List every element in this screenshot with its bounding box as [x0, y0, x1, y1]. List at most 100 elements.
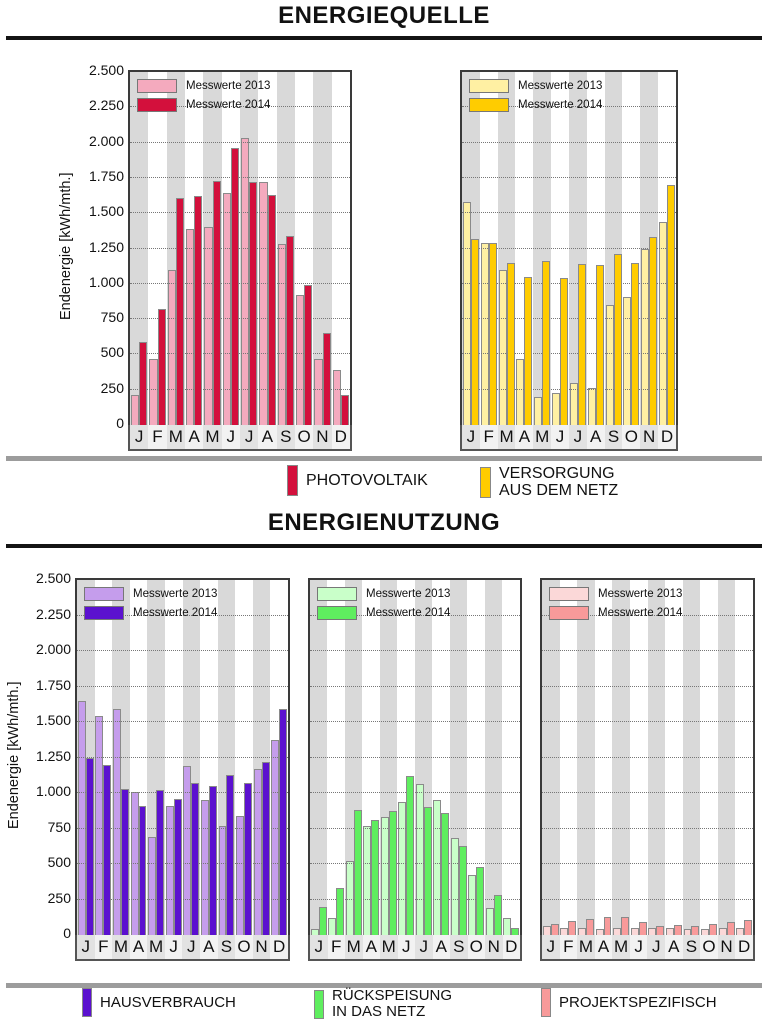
month-label: J: [647, 935, 666, 959]
bar-hausverbrauch-2014-S8: [226, 774, 235, 935]
month-label: A: [129, 935, 148, 959]
bar-versorgung-netz-2014-D11: [667, 184, 676, 425]
bar-versorgung-netz-2014-M2: [506, 262, 515, 425]
series-legend-swatch-2014: [137, 98, 177, 112]
month-label: D: [658, 425, 676, 449]
gridline: [462, 282, 676, 284]
month-label: A: [665, 935, 683, 959]
bar-hausverbrauch-2014-J5: [173, 798, 182, 935]
series-legend-label: Messwerte 2014: [186, 99, 271, 111]
gridline: [542, 685, 753, 687]
bar-versorgung-netz-2013-M4: [534, 396, 543, 425]
bar-hausverbrauch-2013-O9: [236, 815, 245, 935]
y-axis-label-bottom: Endenergie [kWh/mth.]: [6, 681, 22, 830]
month-band: [647, 580, 666, 935]
series-legend-row: Messwerte 2013: [137, 78, 270, 94]
gridline: [310, 650, 520, 651]
versorgung-swatch: [480, 466, 491, 498]
gridline: [462, 318, 676, 320]
series-legend-swatch-2013: [84, 587, 124, 601]
bar-hausverbrauch-2013-J0: [77, 700, 86, 935]
bar-photovoltaik-2013-S8: [277, 244, 286, 425]
bar-photovoltaik-2014-N10: [322, 333, 331, 425]
gridline: [130, 353, 350, 355]
plot-area-photovoltaik: Messwerte 2013 Messwerte 2014: [128, 70, 352, 427]
section-title-energiequelle: ENERGIEQUELLE: [278, 2, 490, 29]
bar-photovoltaik-2014-M4: [212, 180, 221, 425]
gridline: [462, 176, 676, 178]
series-legend-swatch-2013: [549, 587, 589, 601]
month-label: O: [467, 935, 485, 959]
bar-photovoltaik-2013-M2: [167, 269, 176, 425]
bar-projektspezifisch-2013-F1: [560, 927, 569, 935]
month-band: [130, 72, 149, 425]
series-legend-row: Messwerte 2014: [137, 97, 270, 113]
plot-area-rueckspeisung: Messwerte 2013 Messwerte 2014: [308, 578, 522, 937]
series-legend: Messwerte 2013 Messwerte 2014: [84, 586, 217, 624]
gridline: [310, 863, 520, 864]
bar-versorgung-netz-2014-N10: [649, 237, 658, 425]
month-label: J: [310, 935, 328, 959]
bar-hausverbrauch-2014-N10: [261, 761, 270, 935]
month-label: J: [130, 425, 149, 449]
legend-photovoltaik-label: PHOTOVOLTAIK: [306, 472, 428, 489]
month-band: [502, 580, 520, 935]
bar-hausverbrauch-2013-J6: [183, 766, 192, 935]
bar-versorgung-netz-2014-M4: [542, 261, 551, 425]
month-label: J: [221, 425, 240, 449]
month-label: N: [252, 935, 271, 959]
gridline: [77, 792, 288, 793]
bar-rueckspeisung-2014-M2: [353, 810, 362, 935]
month-label: S: [217, 935, 236, 959]
bar-projektspezifisch-2013-M4: [613, 927, 622, 935]
bar-photovoltaik-2014-J6: [249, 182, 258, 425]
gridline: [77, 756, 288, 758]
month-label: J: [164, 935, 183, 959]
month-label: D: [331, 425, 350, 449]
legend-hausverbrauch-label: HAUSVERBRAUCH: [100, 993, 236, 1011]
legend-hausverbrauch: HAUSVERBRAUCH: [82, 988, 236, 1017]
month-label: F: [148, 425, 167, 449]
gridline: [542, 614, 753, 616]
y-tick-label: 0: [63, 925, 71, 941]
bar-versorgung-netz-2013-D11: [659, 221, 668, 425]
bar-photovoltaik-2013-D11: [332, 369, 341, 425]
y-tick-label: 1.750: [35, 676, 71, 693]
month-band: [577, 580, 595, 935]
bar-hausverbrauch-2013-M2: [113, 709, 121, 935]
bar-versorgung-netz-2013-M2: [498, 269, 507, 425]
month-label: A: [515, 425, 534, 449]
y-tick-label: 1.250: [88, 238, 124, 255]
bar-rueckspeisung-2013-S8: [450, 838, 459, 935]
bar-rueckspeisung-2013-J0: [310, 929, 319, 935]
month-label: S: [604, 425, 623, 449]
bar-projektspezifisch-2013-J5: [630, 927, 639, 935]
bar-photovoltaik-2014-O9: [304, 285, 313, 425]
bar-photovoltaik-2013-J6: [240, 138, 250, 425]
series-legend: Messwerte 2013 Messwerte 2014: [549, 586, 682, 624]
y-tick-label: 2.250: [88, 97, 124, 114]
y-tick-label: 2.250: [35, 605, 71, 622]
series-legend: Messwerte 2013 Messwerte 2014: [317, 586, 450, 624]
gridline: [130, 247, 350, 249]
series-legend-swatch-2013: [317, 587, 357, 601]
month-label: M: [380, 935, 398, 959]
gridline: [310, 827, 520, 829]
month-label: M: [577, 935, 595, 959]
bar-hausverbrauch-2014-J0: [85, 757, 94, 935]
month-band: [467, 580, 485, 935]
month-band: [612, 580, 630, 935]
month-band: [665, 580, 683, 935]
y-tick-label: 2.000: [35, 641, 71, 657]
bar-projektspezifisch-2013-J0: [542, 926, 551, 935]
bar-projektspezifisch-2014-M4: [621, 916, 630, 935]
series-legend-swatch-2013: [469, 79, 509, 93]
bar-versorgung-netz-2014-A3: [524, 276, 533, 425]
y-tick-label: 0: [116, 415, 124, 431]
month-band: [559, 580, 578, 935]
bar-projektspezifisch-2014-F1: [568, 920, 577, 935]
y-tick-label: 1.000: [35, 783, 71, 799]
plot-area-versorgung-netz: Messwerte 2013 Messwerte 2014: [460, 70, 678, 427]
